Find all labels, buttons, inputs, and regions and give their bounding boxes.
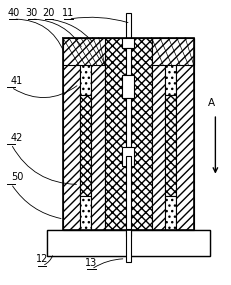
Bar xyxy=(165,95,176,196)
Bar xyxy=(105,38,152,230)
Bar xyxy=(63,38,105,65)
Bar xyxy=(176,38,194,230)
Bar xyxy=(165,196,176,230)
Text: 11: 11 xyxy=(62,8,75,18)
Bar xyxy=(47,230,210,256)
Bar xyxy=(152,38,165,230)
Bar xyxy=(80,38,91,95)
Bar xyxy=(126,13,131,38)
Bar xyxy=(126,98,131,146)
Bar xyxy=(122,146,134,166)
Bar xyxy=(126,229,131,262)
Bar xyxy=(126,156,131,236)
Text: 13: 13 xyxy=(85,258,97,268)
Bar xyxy=(91,38,105,230)
Bar xyxy=(122,38,134,48)
Bar xyxy=(80,95,91,196)
Bar xyxy=(47,230,210,256)
Bar xyxy=(165,38,176,95)
Text: 40: 40 xyxy=(7,8,19,18)
Text: 42: 42 xyxy=(11,133,23,142)
Bar xyxy=(63,38,80,230)
Bar xyxy=(63,38,194,230)
Text: 50: 50 xyxy=(11,172,23,182)
Text: 41: 41 xyxy=(11,76,23,86)
Text: 30: 30 xyxy=(26,8,38,18)
Bar xyxy=(80,196,91,230)
Bar xyxy=(152,38,194,65)
Bar xyxy=(122,75,134,98)
Text: 20: 20 xyxy=(43,8,55,18)
Text: 12: 12 xyxy=(36,255,48,264)
Text: A: A xyxy=(208,98,215,109)
Bar xyxy=(126,48,131,75)
